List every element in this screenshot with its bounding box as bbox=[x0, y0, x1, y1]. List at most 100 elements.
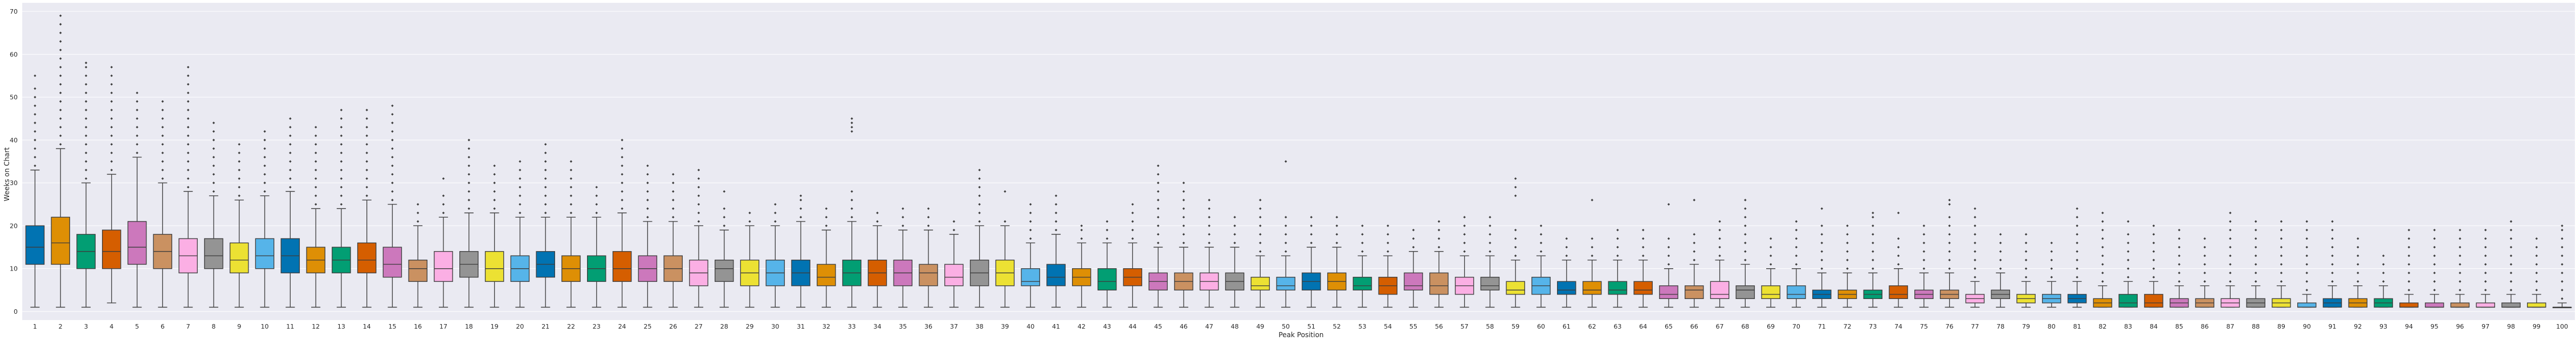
iqr-box bbox=[434, 251, 453, 282]
outlier-point bbox=[1080, 224, 1083, 227]
outlier-point bbox=[2101, 280, 2104, 283]
outlier-point bbox=[1718, 237, 1721, 240]
outlier-point bbox=[314, 186, 317, 189]
box-group bbox=[2246, 220, 2265, 308]
outlier-point bbox=[2229, 245, 2232, 249]
outlier-point bbox=[902, 216, 904, 219]
outlier-point bbox=[1054, 228, 1058, 232]
outlier-point bbox=[1106, 228, 1108, 232]
outlier-point bbox=[467, 190, 471, 193]
outlier-point bbox=[2357, 254, 2359, 257]
x-tick-label: 6 bbox=[161, 323, 165, 330]
outlier-point bbox=[1412, 245, 1415, 249]
outlier-point bbox=[365, 186, 368, 189]
outlier-point bbox=[2254, 245, 2257, 249]
box-group bbox=[229, 143, 249, 308]
iqr-box bbox=[2476, 302, 2496, 308]
outlier-point bbox=[34, 113, 36, 116]
x-tick-label: 9 bbox=[237, 323, 241, 330]
outlier-point bbox=[1693, 199, 1695, 202]
outlier-point bbox=[2126, 259, 2130, 261]
outlier-point bbox=[671, 216, 675, 219]
outlier-point bbox=[2535, 280, 2538, 283]
outlier-point bbox=[2509, 272, 2513, 275]
x-tick-label: 77 bbox=[1971, 323, 1979, 330]
outlier-point bbox=[1872, 224, 1874, 227]
box-group bbox=[893, 207, 913, 308]
outlier-point bbox=[1591, 245, 1593, 249]
outlier-point bbox=[2152, 224, 2155, 227]
outlier-point bbox=[1948, 267, 1951, 270]
box-group bbox=[2374, 254, 2393, 308]
outlier-point bbox=[136, 126, 138, 129]
outlier-point bbox=[621, 199, 623, 202]
outlier-point bbox=[2126, 250, 2130, 253]
box-group bbox=[1939, 199, 1959, 308]
outlier-point bbox=[723, 207, 725, 210]
outlier-point bbox=[1616, 245, 1619, 249]
outlier-point bbox=[417, 220, 419, 223]
box-group bbox=[127, 91, 147, 308]
outlier-point bbox=[2509, 289, 2513, 292]
outlier-point bbox=[621, 190, 623, 193]
outlier-point bbox=[2561, 272, 2563, 275]
iqr-box bbox=[357, 242, 377, 273]
outlier-point bbox=[595, 211, 598, 215]
outlier-point bbox=[110, 74, 113, 77]
iqr-box bbox=[1608, 281, 1628, 295]
outlier-point bbox=[212, 121, 215, 124]
x-tick-label: 70 bbox=[1792, 323, 1800, 330]
outlier-point bbox=[1820, 241, 1823, 244]
outlier-point bbox=[569, 160, 573, 163]
outlier-point bbox=[569, 177, 573, 180]
outlier-point bbox=[1233, 233, 1236, 236]
outlier-point bbox=[186, 143, 190, 146]
outlier-point bbox=[1029, 203, 1032, 206]
iqr-box bbox=[1582, 281, 1602, 295]
outlier-point bbox=[84, 100, 88, 103]
outlier-point bbox=[902, 224, 904, 227]
outlier-point bbox=[136, 143, 138, 146]
outlier-point bbox=[1514, 228, 1517, 232]
box-group bbox=[2144, 224, 2163, 308]
outlier-point bbox=[1208, 216, 1210, 219]
outlier-point bbox=[2382, 280, 2385, 283]
outlier-point bbox=[1182, 207, 1185, 210]
outlier-point bbox=[59, 91, 62, 95]
iqr-box bbox=[1352, 277, 1372, 290]
box-group bbox=[2322, 220, 2342, 308]
outlier-point bbox=[1284, 160, 1287, 163]
iqr-box bbox=[1480, 277, 1500, 290]
outlier-point bbox=[1387, 241, 1389, 244]
outlier-point bbox=[2331, 245, 2334, 249]
outlier-point bbox=[1131, 237, 1134, 240]
box-group bbox=[2016, 233, 2036, 308]
outlier-point bbox=[238, 194, 241, 197]
box-group bbox=[561, 160, 581, 308]
outlier-point bbox=[1744, 207, 1747, 210]
outlier-point bbox=[671, 207, 675, 210]
outlier-point bbox=[289, 126, 292, 129]
outlier-point bbox=[1667, 203, 1670, 206]
outlier-point bbox=[186, 74, 190, 77]
outlier-point bbox=[1054, 211, 1058, 215]
outlier-point bbox=[799, 216, 802, 219]
box-group bbox=[1250, 199, 1270, 308]
outlier-point bbox=[2459, 237, 2461, 240]
outlier-point bbox=[1846, 233, 1849, 236]
outlier-point bbox=[2459, 254, 2461, 257]
outlier-point bbox=[136, 151, 138, 154]
x-tick-label: 83 bbox=[2124, 323, 2132, 330]
box-group bbox=[1327, 216, 1347, 308]
outlier-point bbox=[2407, 245, 2411, 249]
outlier-point bbox=[34, 164, 36, 167]
box-group bbox=[1608, 228, 1628, 308]
outlier-point bbox=[2229, 272, 2232, 275]
iqr-box bbox=[1889, 285, 1908, 300]
outlier-point bbox=[1872, 233, 1874, 236]
x-tick-label: 48 bbox=[1231, 323, 1239, 330]
x-tick-label: 16 bbox=[414, 323, 422, 330]
box-group bbox=[408, 203, 428, 308]
outlier-point bbox=[365, 134, 368, 137]
outlier-point bbox=[2433, 263, 2436, 266]
